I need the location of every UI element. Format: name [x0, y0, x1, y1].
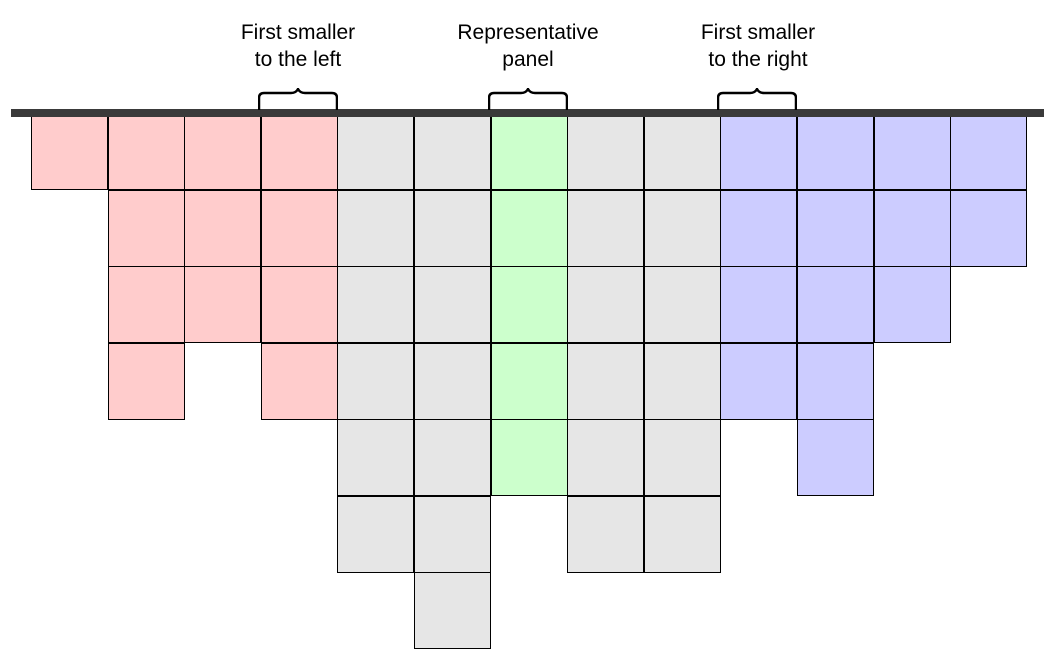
panel-cell-right	[797, 113, 874, 190]
panel-cell-representative	[491, 266, 568, 343]
panel-cell-middle	[414, 419, 491, 496]
panel-cell-left	[31, 113, 108, 190]
panel-cell-middle	[567, 343, 644, 420]
panel-cell-middle	[567, 113, 644, 190]
panel-cell-right	[797, 419, 874, 496]
panel-cell-right	[720, 113, 797, 190]
panel-cell-middle	[337, 496, 414, 573]
left-label: First smaller to the left	[240, 21, 356, 71]
panel-cell-middle	[567, 190, 644, 267]
panel-cell-middle	[337, 343, 414, 420]
panel-cell-right	[950, 190, 1027, 267]
panel-cell-representative	[491, 419, 568, 496]
top-bar	[11, 109, 1044, 117]
panel-cell-middle	[414, 266, 491, 343]
representative-brace-icon	[488, 88, 568, 110]
panel-cell-left	[108, 266, 185, 343]
panel-cell-right	[874, 190, 951, 267]
panel-cell-middle	[414, 190, 491, 267]
right-brace-icon	[717, 88, 797, 110]
panel-cell-middle	[337, 266, 414, 343]
panel-cell-right	[720, 343, 797, 420]
panel-cell-left	[261, 190, 338, 267]
panel-cell-middle	[337, 190, 414, 267]
panel-cell-left	[184, 190, 261, 267]
panel-cell-middle	[414, 496, 491, 573]
panel-cell-middle	[644, 266, 721, 343]
panel-cell-middle	[414, 113, 491, 190]
panel-cell-middle	[337, 419, 414, 496]
panel-cell-left	[108, 190, 185, 267]
representative-label: Representative panel	[457, 21, 599, 71]
panel-cell-middle	[337, 113, 414, 190]
panel-cell-middle	[644, 419, 721, 496]
panel-cell-right	[797, 266, 874, 343]
panel-cell-middle	[644, 343, 721, 420]
panel-cell-right	[950, 113, 1027, 190]
panel-cell-right	[874, 113, 951, 190]
panel-cell-middle	[414, 572, 491, 649]
panel-cell-middle	[567, 266, 644, 343]
panel-cell-right	[874, 266, 951, 343]
panel-cell-left	[108, 343, 185, 420]
panel-cell-left	[261, 266, 338, 343]
panel-cell-middle	[644, 113, 721, 190]
panel-cell-middle	[644, 190, 721, 267]
panel-cell-representative	[491, 343, 568, 420]
panel-cell-representative	[491, 190, 568, 267]
panel-cell-left	[184, 113, 261, 190]
panel-cell-representative	[491, 113, 568, 190]
panel-cell-middle	[414, 343, 491, 420]
panel-cell-right	[797, 190, 874, 267]
panel-cell-right	[797, 343, 874, 420]
left-brace-icon	[258, 88, 338, 110]
panel-cell-middle	[644, 496, 721, 573]
right-label: First smaller to the right	[700, 21, 816, 71]
panel-cell-left	[108, 113, 185, 190]
panel-cell-left	[184, 266, 261, 343]
panel-cell-right	[720, 266, 797, 343]
panel-cell-left	[261, 343, 338, 420]
panel-cell-left	[261, 113, 338, 190]
panel-cell-middle	[567, 496, 644, 573]
panel-cell-middle	[567, 419, 644, 496]
panel-cell-right	[720, 190, 797, 267]
